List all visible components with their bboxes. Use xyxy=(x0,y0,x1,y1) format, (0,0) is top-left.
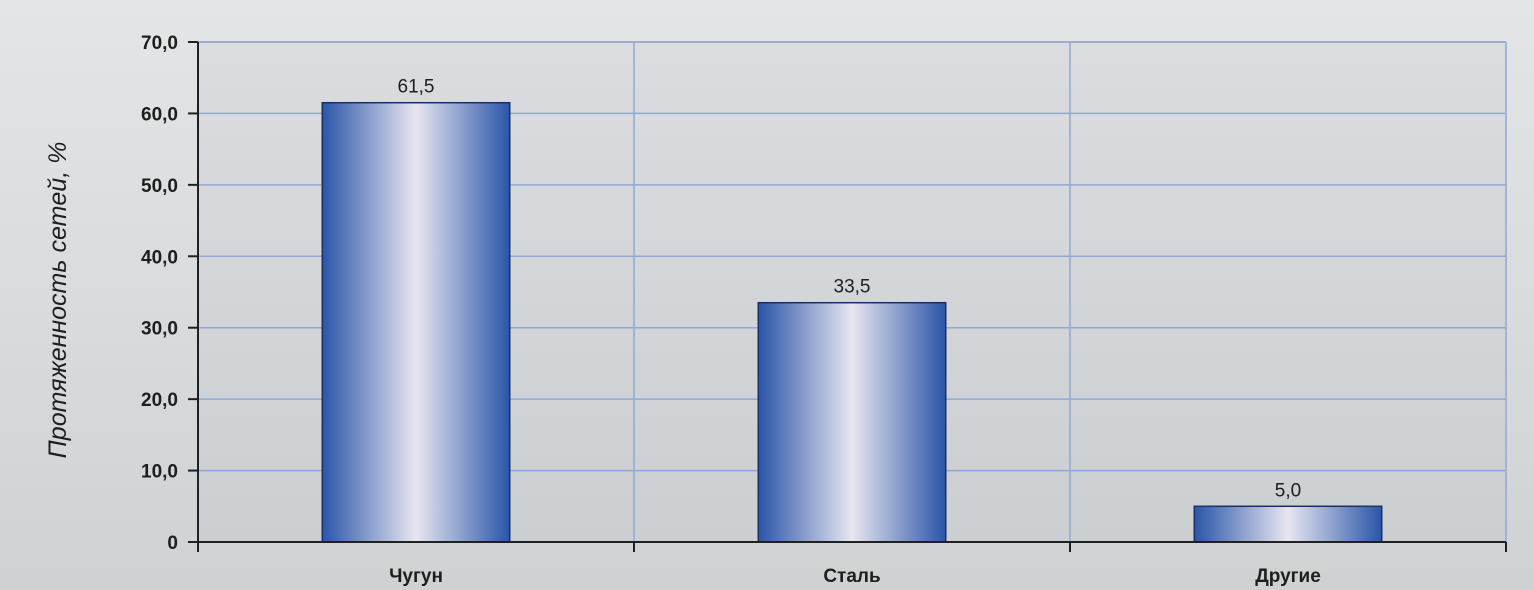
y-tick-label: 20,0 xyxy=(141,390,178,411)
x-category-label: Сталь xyxy=(823,566,880,587)
axes xyxy=(188,41,1507,552)
y-tick-label: 10,0 xyxy=(141,462,178,483)
x-category-label: Чугун xyxy=(389,566,443,587)
data-label: 61,5 xyxy=(398,77,435,98)
y-axis-title: Протяженность сетей, % xyxy=(44,142,72,459)
bar-1 xyxy=(321,101,511,543)
y-tick-label: 50,0 xyxy=(141,176,178,197)
labels: 0 10,0 20,0 30,0 40,0 50,0 60,0 70,0 61,5 Чугун 33… xyxy=(141,33,1321,587)
data-label: 5,0 xyxy=(1275,480,1301,501)
data-label: 33,5 xyxy=(834,277,871,298)
bars xyxy=(321,101,1383,543)
x-category-label: Другие xyxy=(1255,566,1321,587)
y-tick-label: 40,0 xyxy=(141,247,178,268)
bar-3 xyxy=(1193,505,1383,543)
y-tick-label: 70,0 xyxy=(141,33,178,54)
y-tick-label: 0 xyxy=(167,533,178,554)
y-tick-label: 30,0 xyxy=(141,319,178,340)
y-tick-label: 60,0 xyxy=(141,104,178,125)
bar-2 xyxy=(757,301,947,543)
